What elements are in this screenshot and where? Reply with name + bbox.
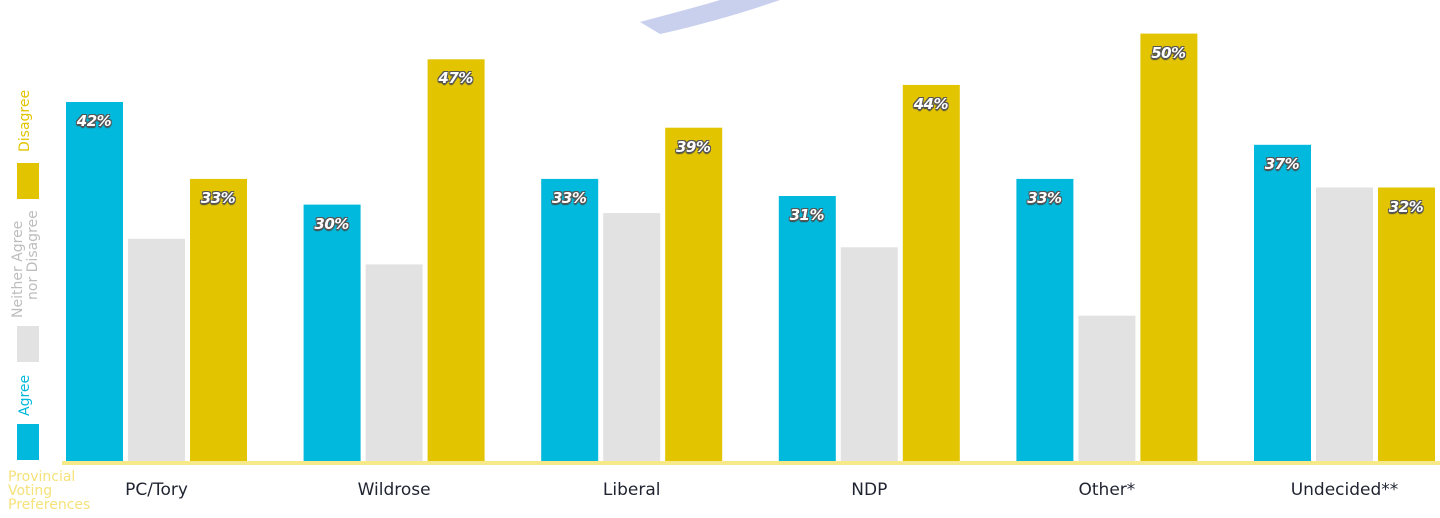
bar-other-disagree: [1140, 33, 1198, 461]
bar-pc-tory-neutral: [128, 238, 185, 461]
category-label-ndp: NDP: [851, 480, 888, 500]
legend-swatch-agree: [17, 424, 39, 460]
data-label-liberal-agree: 33%: [551, 188, 587, 207]
bar-undecided-neutral: [1316, 187, 1373, 461]
data-label-ndp-agree: 31%: [789, 206, 825, 224]
bar-pc-tory-disagree: [190, 178, 247, 461]
legend-label-agree: Agree: [17, 374, 33, 416]
legend-swatch-disagree: [17, 163, 39, 199]
bar-wildrose-disagree: [427, 59, 485, 462]
x-axis-baseline: [62, 461, 1440, 465]
bar-liberal-disagree: [665, 127, 723, 461]
data-label-liberal-disagree: 39%: [675, 137, 711, 156]
bar-ndp-neutral: [840, 247, 898, 461]
bar-ndp-agree: [778, 196, 836, 461]
bar-undecided-disagree: [1378, 187, 1435, 461]
decorative-swoosh: [640, 0, 780, 34]
data-label-wildrose-disagree: 47%: [438, 69, 473, 88]
data-label-undecided-agree: 37%: [1264, 154, 1300, 173]
bar-undecided-agree: [1254, 144, 1311, 462]
category-label-undecided: Undecided**: [1290, 480, 1399, 500]
data-label-ndp-disagree: 44%: [913, 94, 949, 113]
data-label-other-agree: 33%: [1027, 188, 1062, 207]
category-label-other: Other*: [1078, 480, 1136, 500]
data-label-pc-tory-disagree: 33%: [200, 188, 236, 207]
bar-wildrose-agree: [303, 204, 361, 461]
bar-pc-tory-agree: [66, 102, 123, 461]
legend-label-disagree: Disagree: [17, 89, 33, 152]
category-label-liberal: Liberal: [602, 480, 661, 500]
data-label-wildrose-agree: 30%: [314, 214, 349, 233]
bar-other-agree: [1016, 178, 1074, 461]
bar-other-neutral: [1078, 315, 1136, 461]
bar-ndp-disagree: [902, 84, 960, 462]
data-label-other-disagree: 50%: [1151, 43, 1186, 62]
legend-swatch-neutral: [17, 326, 39, 362]
category-label-wildrose: Wildrose: [357, 480, 431, 500]
data-label-pc-tory-agree: 42%: [76, 112, 112, 130]
bar-liberal-neutral: [603, 213, 661, 461]
bar-wildrose-neutral: [365, 264, 423, 461]
category-label-pc-tory: PC/Tory: [125, 480, 188, 500]
bar-liberal-agree: [541, 178, 599, 461]
data-label-undecided-disagree: 32%: [1388, 197, 1424, 216]
